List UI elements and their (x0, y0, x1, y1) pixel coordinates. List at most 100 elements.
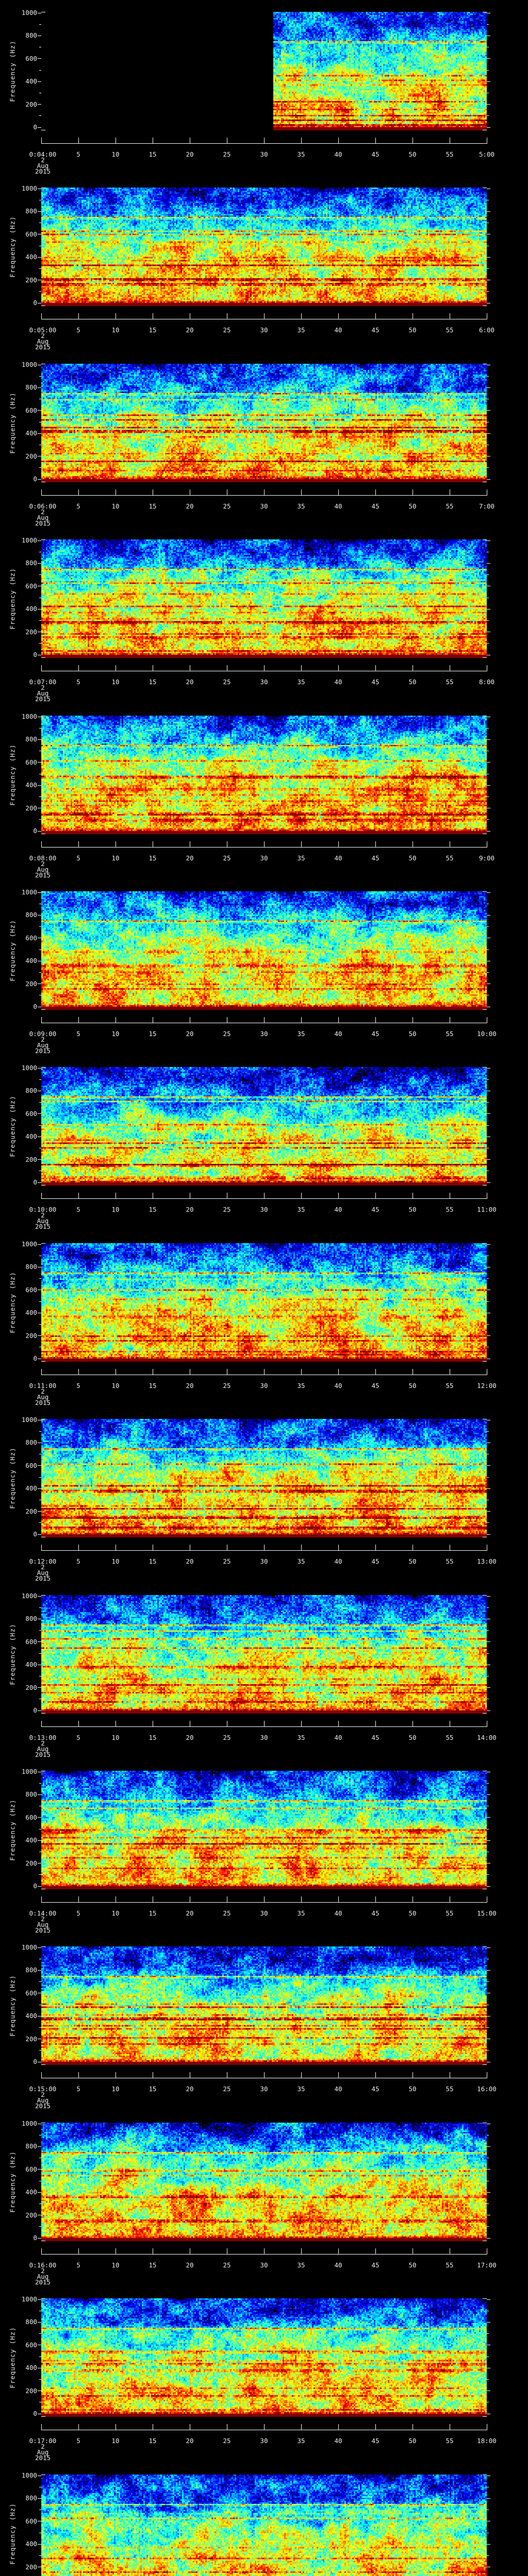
x-tick-label[interactable]: 55 (446, 678, 454, 686)
y-tick-major[interactable] (487, 1488, 490, 1489)
x-tick-label[interactable]: 5 (76, 1206, 80, 1213)
y-tick-major[interactable] (38, 1534, 41, 1535)
x-tick-label[interactable]: 10 (111, 1909, 120, 1917)
y-tick-minor[interactable] (487, 1477, 489, 1478)
x-tick[interactable] (412, 1369, 413, 1375)
x-tick-label[interactable]: 20 (186, 1557, 194, 1565)
x-tick-label[interactable]: 40 (334, 326, 342, 334)
x-tick-label[interactable]: 50 (408, 150, 417, 158)
x-tick[interactable] (338, 2424, 339, 2430)
y-tick-label[interactable]: 800 (25, 1087, 37, 1095)
y-tick-minor[interactable] (487, 467, 489, 468)
x-tick-label[interactable]: 35 (297, 1557, 305, 1565)
y-tick-label[interactable]: 1000 (21, 1416, 37, 1423)
y-tick-label[interactable]: 1000 (21, 1943, 37, 1951)
y-tick-major[interactable] (38, 739, 41, 740)
x-tick[interactable] (412, 489, 413, 495)
x-tick[interactable] (264, 313, 265, 319)
x-tick[interactable] (41, 489, 42, 495)
x-tick[interactable] (41, 1721, 42, 1726)
x-tick-label[interactable]: 25 (223, 854, 231, 862)
y-tick-major[interactable] (487, 1794, 490, 1795)
axis-corner-cap[interactable] (483, 539, 487, 540)
y-tick-minor[interactable] (39, 1431, 41, 1432)
x-tick-label[interactable]: 20 (186, 1734, 194, 1741)
axis-corner-cap[interactable] (41, 1243, 45, 1244)
y-axis-title[interactable]: Frequency (Hz) (8, 216, 16, 278)
x-tick-label[interactable]: 50 (408, 1030, 417, 1038)
x-tick-label[interactable]: 10 (111, 2261, 120, 2269)
x-start-time-label[interactable]: 0:12:00 (29, 1557, 57, 1565)
x-tick-label[interactable]: 30 (260, 1382, 268, 1389)
y-tick-major[interactable] (38, 257, 41, 258)
x-tick-label[interactable]: 50 (408, 502, 417, 510)
y-tick-major[interactable] (487, 1182, 490, 1183)
y-tick-major[interactable] (487, 1113, 490, 1114)
x-tick-label[interactable]: 10 (111, 326, 120, 334)
y-tick-label[interactable]: 600 (25, 1989, 37, 1997)
axis-corner-cap[interactable] (41, 1713, 45, 1714)
y-tick-minor[interactable] (487, 268, 489, 269)
x-tick-label[interactable]: 30 (260, 2437, 268, 2445)
y-tick-major[interactable] (487, 914, 490, 916)
x-axis-line[interactable] (41, 143, 487, 144)
y-tick-major[interactable] (487, 1067, 490, 1069)
y-tick-major[interactable] (487, 1244, 490, 1245)
y-tick-major[interactable] (38, 1817, 41, 1818)
axis-corner-cap[interactable] (483, 2298, 487, 2299)
x-tick-label[interactable]: 30 (260, 326, 268, 334)
date-label[interactable]: 2 Aug 2015 (17, 157, 69, 176)
y-tick-label[interactable]: 1000 (21, 1064, 37, 1072)
y-tick-label[interactable]: 200 (25, 1331, 37, 1340)
y-tick-label[interactable]: 800 (25, 1790, 37, 1799)
y-tick-minor[interactable] (487, 376, 489, 377)
x-tick-label[interactable]: 45 (371, 1030, 380, 1038)
x-tick-label[interactable]: 45 (371, 2085, 380, 2093)
y-tick-minor[interactable] (487, 1125, 489, 1126)
y-tick-label[interactable]: 200 (25, 1155, 37, 1163)
x-tick[interactable] (375, 1369, 376, 1375)
y-tick-major[interactable] (38, 2498, 41, 2499)
y-tick-label[interactable]: 600 (25, 2165, 37, 2173)
x-tick-label[interactable]: 35 (297, 2261, 305, 2269)
y-tick-label[interactable]: 0 (33, 123, 37, 131)
x-tick-label[interactable]: 55 (446, 1557, 454, 1565)
x-tick[interactable] (301, 2248, 302, 2254)
y-tick-major[interactable] (38, 81, 41, 82)
y-tick-label[interactable]: 600 (25, 54, 37, 62)
y-axis-title[interactable]: Frequency (Hz) (8, 1095, 16, 1157)
y-tick-major[interactable] (487, 1840, 490, 1841)
x-tick-label[interactable]: 40 (334, 1030, 342, 1038)
axis-corner-cap[interactable] (41, 1009, 45, 1010)
y-tick-major[interactable] (487, 1335, 490, 1336)
date-label[interactable]: 2 Aug 2015 (17, 1036, 69, 1055)
x-tick-label[interactable]: 25 (223, 1909, 231, 1917)
y-tick-minor[interactable] (39, 2379, 41, 2380)
x-tick-label[interactable]: 40 (334, 2261, 342, 2269)
y-tick-major[interactable] (38, 1465, 41, 1466)
y-tick-label[interactable]: 600 (25, 582, 37, 590)
y-tick-label[interactable]: 200 (25, 1683, 37, 1691)
x-tick-label[interactable]: 5 (76, 150, 80, 158)
x-tick[interactable] (78, 138, 79, 143)
x-tick[interactable] (264, 1896, 265, 1902)
axis-corner-cap[interactable] (483, 2416, 487, 2417)
y-tick-label[interactable]: 0 (33, 1706, 37, 1714)
y-tick-label[interactable]: 200 (25, 2386, 37, 2395)
x-start-time-label[interactable]: 0:04:00 (29, 150, 57, 158)
y-tick-label[interactable]: 400 (25, 2540, 37, 2548)
x-tick[interactable] (78, 313, 79, 319)
x-tick-label[interactable]: 50 (408, 326, 417, 334)
x-tick-label[interactable]: 5 (76, 2261, 80, 2269)
x-tick[interactable] (412, 1721, 413, 1726)
y-tick-minor[interactable] (39, 2027, 41, 2028)
x-tick[interactable] (301, 1545, 302, 1550)
date-label[interactable]: 2 Aug 2015 (17, 2443, 69, 2462)
x-tick[interactable] (264, 138, 265, 143)
y-tick-major[interactable] (38, 1244, 41, 1245)
x-tick[interactable] (41, 841, 42, 847)
x-tick-label[interactable]: 25 (223, 1382, 231, 1389)
x-tick-label[interactable]: 20 (186, 854, 194, 862)
y-tick-minor[interactable] (487, 1102, 489, 1103)
